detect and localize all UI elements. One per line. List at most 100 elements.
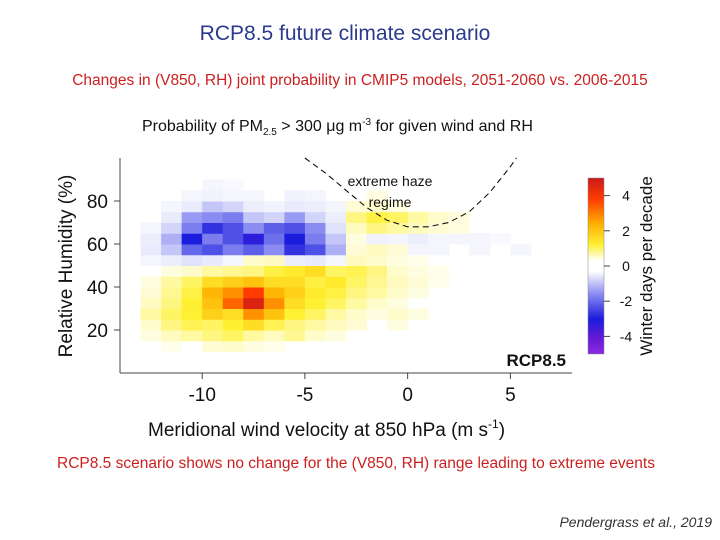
heatmap-cell — [387, 233, 409, 245]
heatmap-cell — [448, 233, 470, 245]
heatmap-cell — [161, 201, 183, 213]
heatmap-cell — [263, 265, 285, 277]
heatmap-cell — [325, 211, 347, 223]
heatmap-cell — [222, 340, 244, 352]
heatmap-cell — [202, 211, 224, 223]
heatmap-cell — [284, 287, 306, 299]
heatmap-cell — [263, 244, 285, 256]
heatmap-cell — [140, 244, 162, 256]
colorbar-tick-label: 4 — [622, 188, 630, 204]
y-tick-label: 80 — [87, 192, 108, 213]
slide-title: RCP8.5 future climate scenario — [199, 22, 491, 45]
heatmap-cell — [263, 330, 285, 342]
heatmap-cell — [202, 276, 224, 288]
heatmap-cell — [161, 211, 183, 223]
heatmap-cell — [387, 211, 409, 223]
heatmap-cell — [346, 265, 368, 277]
heatmap-cell — [263, 276, 285, 288]
x-tick-label: 0 — [402, 385, 413, 406]
heatmap-cell — [407, 276, 429, 288]
heatmap-cell — [284, 330, 306, 342]
heatmap-cell — [325, 233, 347, 245]
heatmap-cell — [222, 222, 244, 234]
heatmap-cell — [366, 287, 388, 299]
heatmap-cell — [304, 330, 326, 342]
heatmap-cell — [202, 222, 224, 234]
heatmap-cell — [325, 254, 347, 266]
panel-label: RCP8.5 — [506, 351, 566, 370]
heatmap-cell — [325, 319, 347, 331]
heatmap-cell — [407, 265, 429, 277]
heatmap-cell — [387, 265, 409, 277]
heatmap-cell — [140, 319, 162, 331]
heatmap-cell — [263, 201, 285, 213]
heatmap-cell — [161, 276, 183, 288]
heatmap-cell — [263, 319, 285, 331]
heatmap-cell — [284, 190, 306, 202]
heatmap-cell — [181, 222, 203, 234]
heatmap-cell — [407, 244, 429, 256]
heatmap-cell — [263, 297, 285, 309]
heatmap-cell — [366, 222, 388, 234]
heatmap-cell — [469, 244, 491, 256]
y-tick-label: 40 — [87, 278, 108, 299]
heatmap-cell — [448, 222, 470, 234]
heatmap-cell — [243, 276, 265, 288]
colorbar-tick-label: 2 — [622, 223, 630, 239]
heatmap-cell — [243, 254, 265, 266]
colorbar-label: Winter days per decade — [637, 176, 656, 356]
heatmap-cell — [161, 319, 183, 331]
heatmap-cell — [428, 276, 450, 288]
heatmap-cell — [387, 287, 409, 299]
heatmap-cell — [202, 233, 224, 245]
heatmap-cell — [387, 244, 409, 256]
heatmap-cell — [222, 233, 244, 245]
heatmap-cell — [243, 222, 265, 234]
heatmap-cell — [325, 276, 347, 288]
heatmap-cell — [222, 201, 244, 213]
heatmap-cell — [325, 308, 347, 320]
heatmap-cell — [304, 233, 326, 245]
heatmap-cell — [222, 244, 244, 256]
heatmap-cell — [202, 330, 224, 342]
heatmap-cell — [387, 319, 409, 331]
heatmap-cell — [243, 340, 265, 352]
colorbar-tick-label: 0 — [622, 258, 630, 274]
conclusion-text: RCP8.5 scenario shows no change for the … — [57, 455, 655, 472]
heatmap-cell — [222, 265, 244, 277]
heatmap-cell — [366, 233, 388, 245]
heatmap-cell — [243, 211, 265, 223]
heatmap-cell — [387, 201, 409, 213]
heatmap-cell — [304, 201, 326, 213]
heatmap-cell — [387, 308, 409, 320]
heatmap-cell — [346, 287, 368, 299]
heatmap-cell — [140, 233, 162, 245]
heatmap-cell — [222, 308, 244, 320]
heatmap-cell — [366, 190, 388, 202]
heatmap-cell — [202, 340, 224, 352]
heatmap-cell — [387, 276, 409, 288]
heatmap-cell — [222, 190, 244, 202]
heatmap-cell — [304, 244, 326, 256]
heatmap-cell — [161, 297, 183, 309]
heatmap-cell — [407, 233, 429, 245]
heatmap-cell — [366, 244, 388, 256]
heatmap-cell — [181, 244, 203, 256]
heatmap-cell — [161, 254, 183, 266]
heatmap-cell — [325, 330, 347, 342]
heatmap-cell — [346, 319, 368, 331]
x-tick-label: -5 — [296, 385, 313, 406]
heatmap-cell — [346, 308, 368, 320]
heatmap-cell — [346, 276, 368, 288]
y-tick-label: 20 — [87, 321, 108, 342]
heatmap-cell — [202, 297, 224, 309]
heatmap-cell — [222, 287, 244, 299]
regime-boundary-line — [304, 157, 517, 228]
heatmap-cell — [325, 244, 347, 256]
heatmap-cell — [428, 265, 450, 277]
heatmap-cell — [469, 233, 491, 245]
colorbar-ticks: 4 2 0 -2 -4 — [604, 188, 632, 344]
heatmap-cell — [202, 265, 224, 277]
heatmap-cell — [284, 222, 306, 234]
